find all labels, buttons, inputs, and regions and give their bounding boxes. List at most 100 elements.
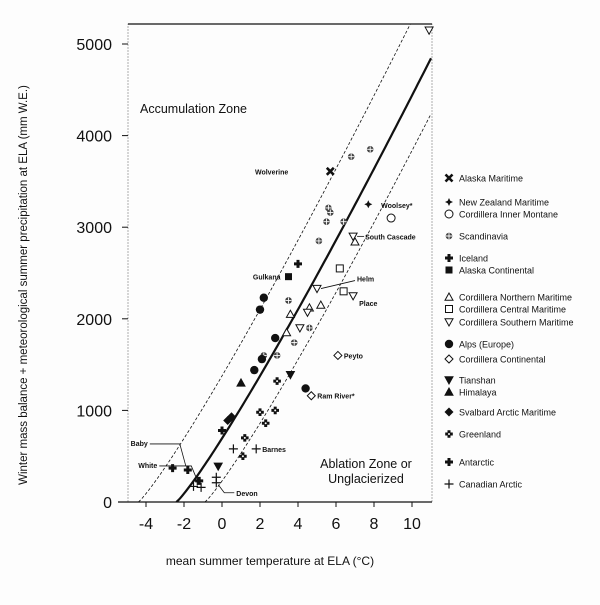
y-tick-label: 2000 [76,312,112,329]
data-point [295,324,305,333]
cordillera-inner-marker [386,213,396,223]
data-point [306,324,313,332]
scandinavia-marker-cross [274,352,281,359]
data-point [294,259,302,268]
antarctic-marker [195,476,204,485]
cordillera-continental-marker [444,354,454,364]
data-point [424,26,434,36]
x-axis-label: mean summer temperature at ELA (°C) [166,554,374,568]
data-point [218,426,226,435]
data-point [327,209,334,216]
scandinavia-marker-cross [291,339,298,346]
data-point [250,365,259,375]
data-point [366,146,374,153]
data-point [306,391,317,401]
x-tick-label: 8 [370,516,379,533]
leader-line [320,280,356,289]
glacier-label: White [138,463,157,470]
himalaya-marker [444,386,454,396]
legend-item: Alps (Europe) [444,339,514,350]
regression-curve [175,57,432,502]
legend-label: Cordillera Inner Montane [459,210,558,220]
data-point [285,273,292,281]
glacier-label: Barnes [262,447,286,454]
greenland-marker-center [243,436,246,439]
legend-label: Alaska Maritime [459,174,523,184]
legend-label: Antarctic [459,458,495,468]
legend-label: Iceland [459,254,488,264]
legend-item: Himalaya [444,386,497,398]
legend-item: Tianshan [444,376,496,386]
cordillera-central-marker [339,287,348,296]
unglacierized-label: Unglacierized [328,472,404,486]
greenland-marker-center [448,433,450,435]
y-axis-label: Winter mass balance + meteorological sum… [18,85,30,485]
antarctic-marker [218,426,226,435]
glacier-label: Devon [236,491,257,498]
new-zealand-marker [445,198,453,206]
legend-label: New Zealand Maritime [459,198,549,208]
legend-item: Cordillera Inner Montane [444,209,558,220]
data-point [335,264,344,273]
cordillera-inner-marker [444,209,454,219]
cordillera-continental-marker [306,391,317,401]
cordillera-northern-marker [285,309,296,318]
accumulation-zone-label: Accumulation Zone [140,102,247,116]
iceland-marker [445,254,453,262]
data-point [364,200,373,209]
data-point [350,236,360,246]
data-point [255,305,265,314]
antarctic-marker [168,464,177,473]
legend-item: Cordillera Central Maritime [445,305,566,315]
glacier-label: Helm [357,277,374,284]
scandinavia-marker-cross [323,218,330,225]
cordillera-central-marker [445,305,453,313]
data-point [183,465,192,474]
data-point [285,370,296,380]
data-point [241,434,249,442]
data-point [213,462,224,472]
data-point [168,464,177,473]
canadian-arctic-marker [189,481,198,491]
scandinavia-marker-cross [348,153,355,160]
alps-marker [444,339,454,349]
glacier-label: Ram River* [317,394,355,401]
scandinavia-marker-cross [340,218,347,225]
canadian-arctic-marker [444,479,454,489]
greenland-marker-center [264,422,267,425]
data-point [228,444,238,454]
cordillera-southern-marker [312,284,322,294]
y-tick-label: 4000 [76,129,112,146]
data-point [259,293,268,302]
data-point [348,232,358,242]
data-point [302,308,313,318]
cordillera-southern-marker [348,232,358,242]
canadian-arctic-marker [211,478,221,488]
legend-label: Alaska Continental [459,266,534,276]
alaska-continental-marker [285,273,292,281]
cordillera-central-marker [335,264,344,273]
scandinavia-marker-cross [367,146,374,153]
x-tick-label: -2 [177,516,191,533]
data-point [340,218,347,226]
legend-label: Scandinavia [459,232,508,242]
alaska-continental-marker [445,266,453,274]
antarctic-marker [183,465,192,474]
legend-label: Greenland [459,430,501,440]
greenland-marker-center [276,380,279,383]
legend-label: Canadian Arctic [459,480,523,490]
ablation-zone-label: Ablation Zone or [320,457,412,471]
legend-label: Himalaya [459,388,497,398]
cordillera-southern-marker [444,318,454,328]
legend-label: Cordillera Central Maritime [459,305,566,315]
y-tick-label: 5000 [76,37,112,54]
data-point [301,384,310,393]
y-tick-label: 0 [103,495,112,512]
data-point [325,166,335,176]
data-point [290,339,298,346]
data-point [271,406,279,415]
data-point [386,213,396,223]
data-point [195,476,204,485]
data-point [347,153,355,160]
